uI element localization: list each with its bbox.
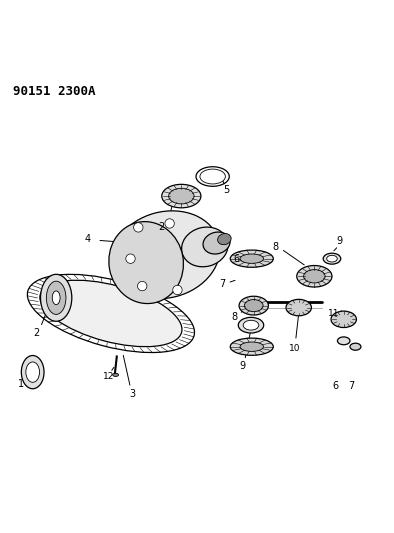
Text: 7: 7: [348, 381, 355, 391]
Ellipse shape: [46, 281, 66, 314]
Ellipse shape: [112, 211, 220, 298]
Ellipse shape: [297, 265, 332, 287]
Ellipse shape: [304, 270, 325, 283]
Ellipse shape: [230, 250, 273, 267]
Ellipse shape: [169, 188, 194, 204]
Text: 90151 2300A: 90151 2300A: [13, 85, 96, 98]
Text: 8: 8: [272, 242, 278, 252]
Ellipse shape: [109, 222, 184, 304]
Ellipse shape: [41, 274, 72, 321]
Circle shape: [134, 223, 143, 232]
Text: 3: 3: [129, 389, 136, 399]
Text: 2: 2: [33, 328, 40, 338]
Ellipse shape: [327, 255, 337, 262]
Text: 8: 8: [231, 312, 237, 322]
Ellipse shape: [350, 343, 361, 350]
Text: 6: 6: [233, 254, 239, 264]
Ellipse shape: [286, 300, 311, 316]
Ellipse shape: [40, 280, 182, 346]
Ellipse shape: [162, 184, 201, 208]
Text: 9: 9: [239, 361, 245, 372]
Circle shape: [165, 219, 174, 228]
Ellipse shape: [238, 317, 264, 333]
Ellipse shape: [113, 373, 119, 376]
Ellipse shape: [230, 338, 273, 356]
Text: 4: 4: [84, 234, 91, 244]
Ellipse shape: [244, 300, 263, 312]
Text: 10: 10: [289, 344, 301, 353]
Ellipse shape: [21, 356, 44, 389]
Ellipse shape: [200, 169, 225, 184]
Text: 5: 5: [223, 185, 229, 195]
Ellipse shape: [240, 342, 264, 351]
Ellipse shape: [203, 232, 230, 254]
Ellipse shape: [323, 253, 341, 264]
Text: 1: 1: [18, 379, 24, 389]
Circle shape: [173, 285, 182, 295]
Circle shape: [126, 254, 135, 263]
Ellipse shape: [243, 320, 259, 330]
Text: 2: 2: [159, 222, 165, 232]
Ellipse shape: [239, 296, 268, 315]
Ellipse shape: [331, 311, 357, 328]
Text: 7: 7: [219, 279, 225, 289]
Text: 11: 11: [328, 309, 340, 318]
Ellipse shape: [240, 254, 264, 263]
Text: 12: 12: [103, 372, 115, 381]
Circle shape: [138, 281, 147, 291]
Ellipse shape: [26, 362, 39, 382]
Text: 9: 9: [337, 236, 343, 246]
Text: 6: 6: [333, 381, 339, 391]
Ellipse shape: [337, 337, 350, 345]
Ellipse shape: [217, 233, 231, 245]
Ellipse shape: [52, 291, 60, 305]
Ellipse shape: [182, 227, 228, 267]
